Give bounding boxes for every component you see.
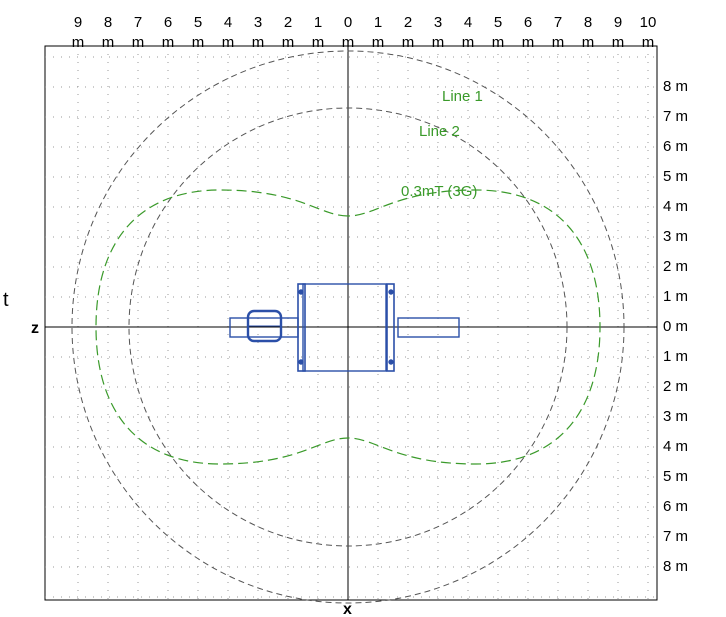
contour-label-line-1: Line 1 xyxy=(442,88,483,105)
top-tick-unit: m xyxy=(72,34,85,51)
top-tick-number: 9 xyxy=(614,14,622,31)
right-tick-label: 2 m xyxy=(663,378,688,395)
top-tick-number: 7 xyxy=(134,14,142,31)
magnet-bolt xyxy=(388,359,394,365)
top-tick-unit: m xyxy=(612,34,625,51)
right-tick-label: 4 m xyxy=(663,438,688,455)
top-tick-number: 6 xyxy=(164,14,172,31)
top-tick-number: 0 xyxy=(344,14,352,31)
top-tick-number: 8 xyxy=(584,14,592,31)
axis-letter-z: z xyxy=(31,320,39,337)
right-tick-label: 7 m xyxy=(663,108,688,125)
magnet-bolt xyxy=(298,359,304,365)
top-tick-unit: m xyxy=(282,34,295,51)
magnet-bolt xyxy=(388,289,394,295)
contour-label-line-2: Line 2 xyxy=(419,123,460,140)
top-tick-unit: m xyxy=(102,34,115,51)
right-tick-label: 8 m xyxy=(663,78,688,95)
top-tick-unit: m xyxy=(432,34,445,51)
top-tick-unit: m xyxy=(552,34,565,51)
top-tick-number: 5 xyxy=(494,14,502,31)
top-tick-unit: m xyxy=(582,34,595,51)
top-tick-number: 3 xyxy=(434,14,442,31)
top-tick-unit: m xyxy=(192,34,205,51)
top-tick-unit: m xyxy=(132,34,145,51)
top-tick-number: 4 xyxy=(224,14,232,31)
top-tick-unit: m xyxy=(402,34,415,51)
magnet-body xyxy=(302,283,387,372)
right-tick-label: 6 m xyxy=(663,498,688,515)
magnet-right-plate xyxy=(386,283,395,372)
top-tick-number: 10 xyxy=(640,14,657,31)
top-tick-unit: m xyxy=(312,34,325,51)
top-tick-unit: m xyxy=(222,34,235,51)
right-tick-label: 8 m xyxy=(663,558,688,575)
right-tick-label: 1 m xyxy=(663,288,688,305)
top-tick-unit: m xyxy=(372,34,385,51)
top-tick-number: 5 xyxy=(194,14,202,31)
contour-label-0-3mT: 0.3mT (3G) xyxy=(401,183,477,200)
top-tick-number: 9 xyxy=(74,14,82,31)
right-tick-label: 1 m xyxy=(663,348,688,365)
axis-letter-x: x xyxy=(343,601,352,617)
top-axis-ticks: 9 m 8 m 7 m 6 m 5 m 4 m 3 m 2 m 1 m 0 m 1 m 2 m 3 m 4 m 5 m 6 m 7 m 8 m 9 m 10… xyxy=(72,14,657,51)
top-tick-number: 3 xyxy=(254,14,262,31)
top-tick-number: 8 xyxy=(104,14,112,31)
top-tick-number: 2 xyxy=(404,14,412,31)
right-tick-label: 0 m xyxy=(663,318,688,335)
right-tick-label: 4 m xyxy=(663,198,688,215)
top-tick-number: 1 xyxy=(374,14,382,31)
right-tick-label: 3 m xyxy=(663,228,688,245)
right-axis-ticks: 8 m 7 m 6 m 5 m 4 m 3 m 2 m 1 m 0 m 1 m 2 m 3 m 4 m 5… xyxy=(663,78,688,575)
top-tick-number: 1 xyxy=(314,14,322,31)
right-tick-label: 5 m xyxy=(663,168,688,185)
magnet-left-plate xyxy=(297,283,306,372)
top-tick-number: 4 xyxy=(464,14,472,31)
top-tick-unit: m xyxy=(522,34,535,51)
right-tick-label: 7 m xyxy=(663,528,688,545)
top-tick-unit: m xyxy=(162,34,175,51)
top-tick-number: 6 xyxy=(524,14,532,31)
top-tick-number: 7 xyxy=(554,14,562,31)
magnet-bolt xyxy=(298,289,304,295)
magnet-schematic xyxy=(229,283,460,372)
right-tick-label: 2 m xyxy=(663,258,688,275)
line-2-contour xyxy=(128,107,568,547)
field-0-3mT-contour xyxy=(95,189,601,465)
top-tick-unit: m xyxy=(462,34,475,51)
right-tick-label: 3 m xyxy=(663,408,688,425)
top-tick-unit: m xyxy=(252,34,265,51)
line-1-contour xyxy=(71,50,625,604)
plot-border xyxy=(44,45,658,601)
top-tick-unit: m xyxy=(642,34,655,51)
axis-letter-t: t xyxy=(3,289,9,311)
top-tick-number: 2 xyxy=(284,14,292,31)
right-tick-label: 5 m xyxy=(663,468,688,485)
top-tick-unit: m xyxy=(492,34,505,51)
top-tick-unit: m xyxy=(342,34,355,51)
right-tick-label: 6 m xyxy=(663,138,688,155)
magnet-right-rod xyxy=(397,317,460,338)
